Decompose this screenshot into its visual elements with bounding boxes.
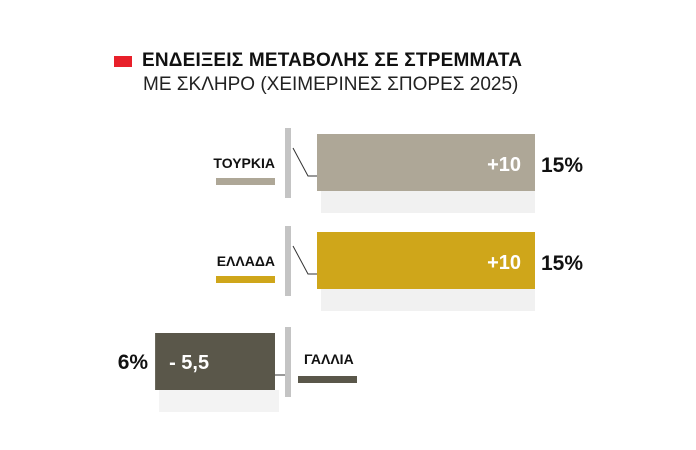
connector-line [292,245,317,275]
bar-shadow [159,390,279,412]
value-label: +10 [487,252,521,274]
axis-divider [285,327,291,397]
title-marker [114,55,132,67]
bar [317,134,535,191]
connector-line [292,147,317,177]
chart-title: ΕΝΔΕΙΞΕΙΣ ΜΕΤΑΒΟΛΗΣ ΣΕ ΣΤΡΕΜΜΑΤΑ [142,50,523,71]
value-label: - 5,5 [169,352,209,374]
axis-divider [285,226,291,296]
percent-label: 6% [118,351,149,374]
legend-swatch [216,178,275,185]
percent-label: 15% [541,154,583,177]
bar-shadow [321,289,535,311]
bar-shadow [321,191,535,213]
category-label: ΤΟΥΡΚΙΑ [213,155,275,171]
bar [155,333,275,390]
chart-subtitle: ΜΕ ΣΚΛΗΡΟ (ΧΕΙΜΕΡΙΝΕΣ ΣΠΟΡΕΣ 2025) [143,74,519,95]
axis-divider [285,128,291,198]
bar [317,232,535,289]
chart-title-row: ΕΝΔΕΙΞΕΙΣ ΜΕΤΑΒΟΛΗΣ ΣΕ ΣΤΡΕΜΜΑΤΑ [114,50,522,72]
category-label: ΕΛΛΑΔΑ [217,253,275,269]
legend-swatch [216,276,275,283]
category-label: ΓΑΛΛΙΑ [304,351,354,367]
legend-swatch [298,376,357,383]
percent-label: 15% [541,252,583,275]
value-label: +10 [487,154,521,176]
